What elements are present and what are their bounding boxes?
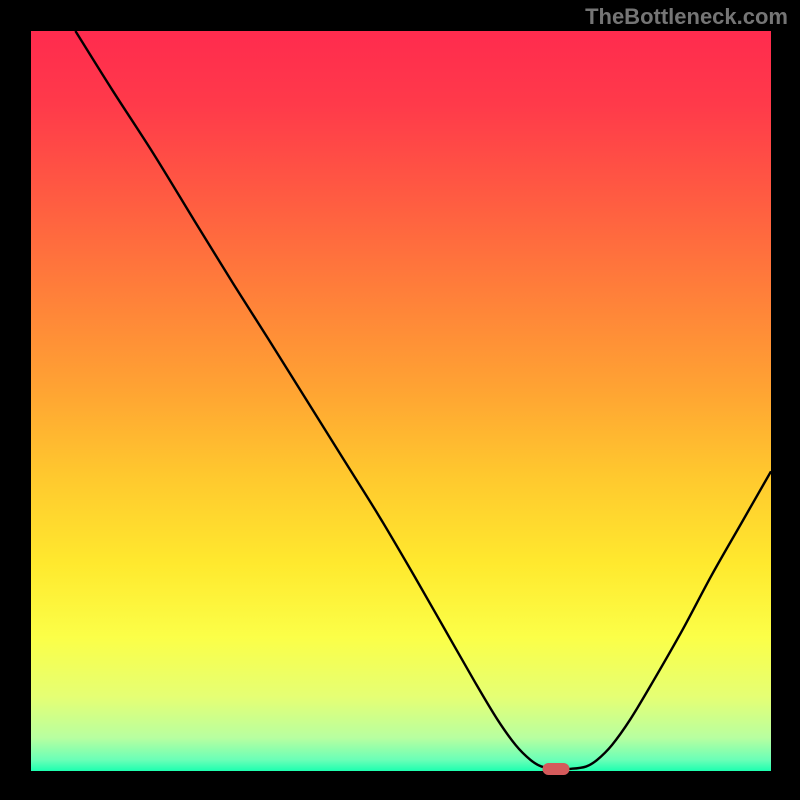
curve-path (75, 31, 771, 769)
chart-container: TheBottleneck.com (0, 0, 800, 800)
plot-area (31, 31, 771, 771)
current-position-marker (543, 763, 570, 775)
bottleneck-curve (31, 31, 771, 771)
watermark-text: TheBottleneck.com (585, 4, 788, 30)
